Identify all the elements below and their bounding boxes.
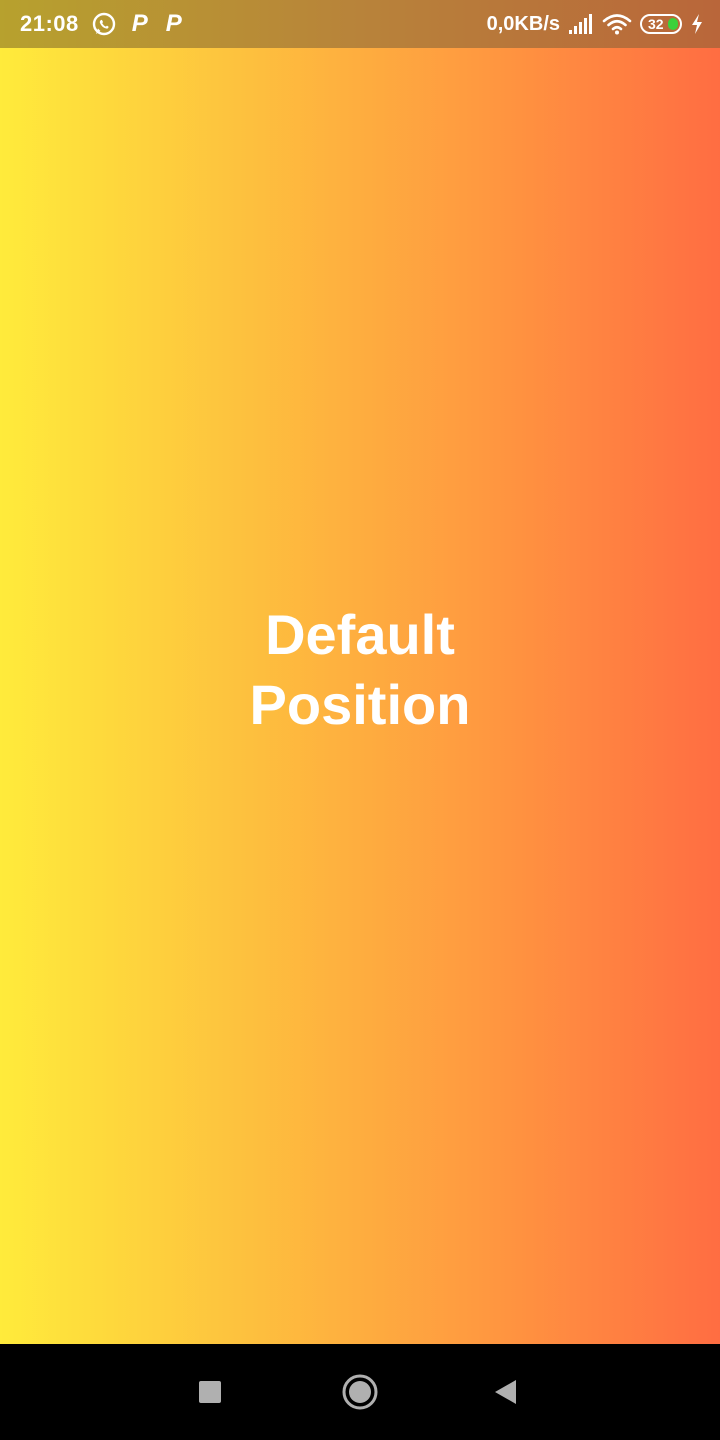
- title-line-2: Position: [249, 673, 471, 736]
- back-button[interactable]: [482, 1368, 530, 1416]
- recents-button[interactable]: [186, 1368, 234, 1416]
- battery-icon: 32: [640, 14, 682, 34]
- battery-level: 32: [648, 16, 664, 32]
- signal-icon: [568, 13, 594, 35]
- battery-fill: [668, 18, 678, 30]
- p-app-icon: P: [165, 10, 182, 37]
- recents-icon: [199, 1381, 221, 1403]
- whatsapp-icon: [91, 11, 117, 37]
- charging-bolt-icon: [690, 13, 704, 35]
- wifi-icon: [602, 13, 632, 35]
- home-icon: [342, 1374, 378, 1410]
- network-speed: 0,0KB/s: [486, 12, 560, 35]
- gradient-background: Default Position: [0, 0, 720, 1344]
- page-title: Default Position: [0, 600, 720, 740]
- back-icon: [495, 1380, 516, 1404]
- clock: 21:08: [20, 11, 79, 36]
- status-bar: 21:08 P P 0,0KB/s: [0, 0, 720, 48]
- home-button[interactable]: [336, 1368, 384, 1416]
- title-line-1: Default: [265, 603, 455, 666]
- navigation-bar: [0, 1344, 720, 1440]
- status-bar-right: 0,0KB/s 32: [487, 13, 704, 36]
- p-app-icon: P: [131, 10, 148, 37]
- status-bar-left: 21:08 P P: [20, 10, 487, 38]
